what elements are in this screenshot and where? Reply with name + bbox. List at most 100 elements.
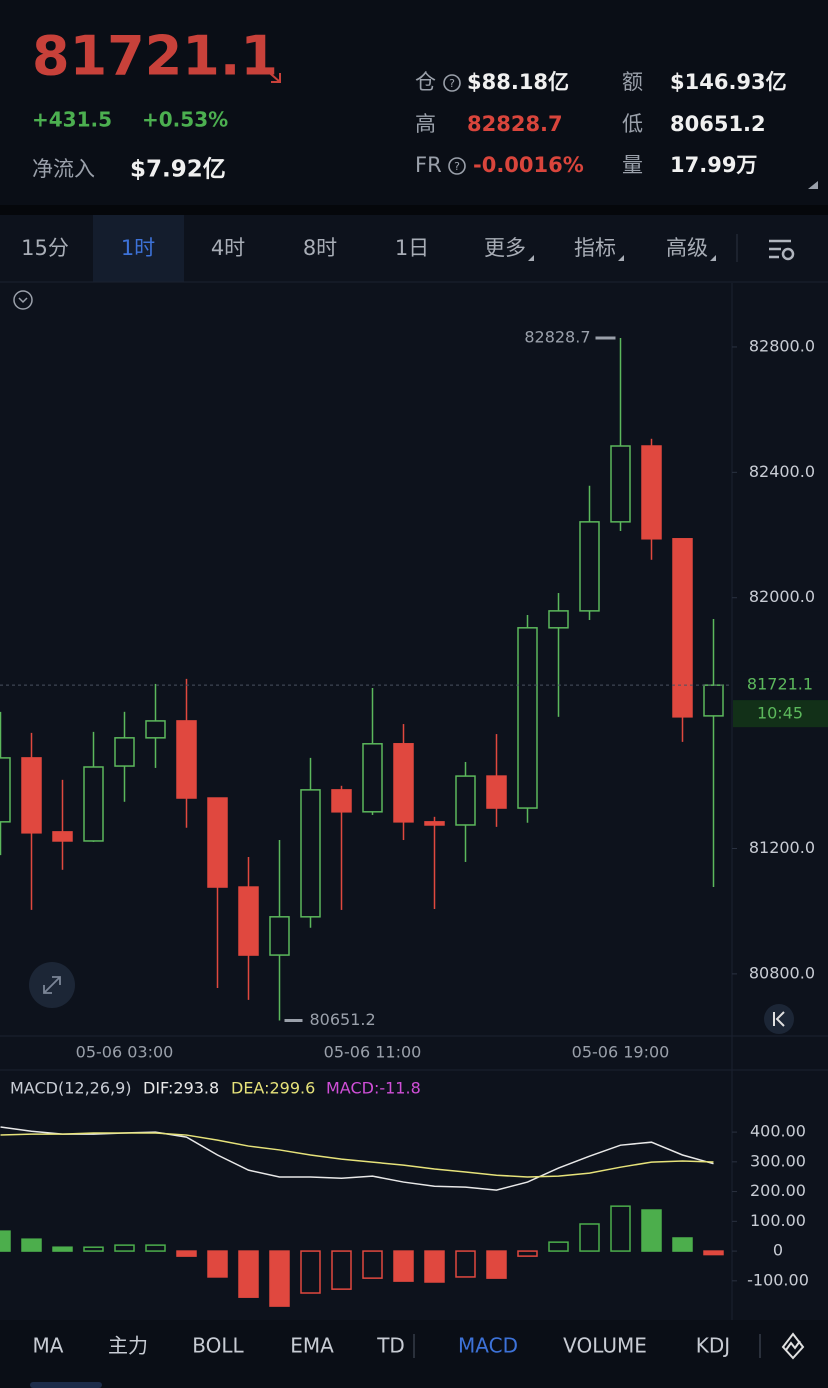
macd-bar — [548, 1241, 569, 1252]
macd-bar — [176, 1250, 197, 1257]
indicator-tab[interactable]: MACD — [458, 1334, 518, 1358]
indicator-tab[interactable]: MA — [33, 1334, 64, 1358]
header-panel — [0, 0, 828, 205]
timeframe-tab[interactable]: 4时 — [211, 236, 245, 260]
timeframe-tab[interactable]: 指标 — [574, 236, 616, 260]
indicator-tab[interactable]: TD — [376, 1334, 405, 1358]
help-icon-glyph: ? — [449, 77, 455, 90]
candle-body — [548, 610, 569, 629]
stat-label: 额 — [622, 70, 643, 94]
candle-body — [269, 916, 290, 956]
fullscreen-icon — [43, 976, 61, 994]
legend-entry: DIF:293.8 — [143, 1079, 219, 1098]
y-tick-label: 400.00 — [750, 1122, 806, 1141]
stat-value: $88.18亿 — [467, 70, 569, 94]
timeframe-tab[interactable]: 8时 — [303, 236, 337, 260]
macd-bar — [300, 1250, 321, 1294]
indicator-tab[interactable]: 主力 — [108, 1334, 148, 1358]
macd-chart: -100.00 0 100.00 200.00 300.00 400.00 MACD(12,… — [0, 1079, 809, 1307]
dropdown-marker — [528, 255, 534, 261]
expand-corner[interactable] — [808, 181, 818, 189]
candle-body — [517, 627, 538, 809]
macd-bar — [21, 1238, 42, 1252]
macd-bar — [703, 1250, 724, 1256]
macd-bar — [424, 1250, 445, 1283]
candle-body — [0, 757, 11, 823]
stat-value: $146.93亿 — [670, 70, 787, 94]
indicator-tabs: MA 主力 BOLL EMA TD MACD VOLUME KDJ — [33, 1334, 731, 1358]
stat-value: 82828.7 — [467, 112, 563, 136]
separator — [0, 205, 828, 215]
stat-label: FR — [415, 153, 442, 177]
help-icon[interactable] — [448, 157, 466, 175]
indicator-tab[interactable]: EMA — [290, 1334, 334, 1358]
timeframe-tab[interactable]: 1日 — [395, 236, 429, 260]
macd-bar — [610, 1205, 631, 1252]
candle-body — [486, 775, 507, 809]
indicator-tab[interactable]: KDJ — [696, 1334, 730, 1358]
macd-bar — [455, 1250, 476, 1278]
stat-value: 17.99万 — [670, 153, 757, 177]
macd-line — [0, 1132, 714, 1178]
macd-bar — [238, 1250, 259, 1298]
macd-title: MACD(12,26,9) — [10, 1079, 132, 1098]
stat-label: 量 — [622, 153, 643, 177]
macd-bar — [114, 1244, 135, 1252]
candle-body — [238, 886, 259, 956]
dropdown-marker — [618, 255, 624, 261]
stat-label: 低 — [622, 112, 643, 136]
drawing-tool-icon[interactable] — [781, 1332, 805, 1360]
candle-body — [207, 797, 228, 888]
candle-body — [455, 775, 476, 826]
timeframe-tab[interactable]: 高级 — [666, 236, 708, 260]
macd-bar — [672, 1237, 693, 1252]
scroll-latest-icon — [773, 1011, 785, 1027]
stat-label: 高 — [415, 112, 436, 136]
collapse-icon[interactable] — [13, 290, 33, 310]
macd-bar — [269, 1250, 290, 1307]
dropdown-marker — [710, 255, 716, 261]
candle-body — [362, 743, 383, 813]
indicator-tab[interactable]: VOLUME — [563, 1334, 647, 1358]
collapse-icon-glyph — [18, 297, 28, 304]
candle-body — [331, 789, 352, 813]
x-tick-label: 05-06 03:00 — [76, 1043, 174, 1062]
macd-bar — [641, 1209, 662, 1252]
down-arrow — [264, 68, 281, 83]
y-tick-label: 82800.0 — [749, 336, 815, 355]
macd-bar — [362, 1250, 383, 1279]
home-indicator — [30, 1382, 102, 1388]
high-label: 82828.7 — [524, 327, 590, 346]
net-inflow: $7.92亿 — [130, 157, 226, 183]
timeframe-tab[interactable]: 1时 — [121, 236, 155, 260]
scroll-latest-button[interactable] — [764, 1004, 794, 1034]
candle-body — [52, 831, 73, 842]
change: +431.5 — [32, 108, 112, 132]
candle-body — [114, 737, 135, 767]
countdown-label: 10:45 — [757, 704, 803, 723]
settings-icon[interactable] — [769, 239, 795, 261]
last-price-badge — [733, 671, 828, 700]
low-label: 80651.2 — [310, 1010, 376, 1029]
macd-bar — [579, 1223, 600, 1252]
candle-body — [703, 684, 724, 717]
y-tick-label: 82400.0 — [749, 462, 815, 481]
timeframe-tab[interactable]: 15分 — [21, 236, 69, 260]
help-icon[interactable] — [443, 74, 461, 92]
y-tick-label: 82000.0 — [749, 587, 815, 606]
y-tick-label: 81200.0 — [749, 838, 815, 857]
y-tick-label: 300.00 — [750, 1151, 806, 1170]
indicator-tab[interactable]: BOLL — [192, 1334, 244, 1358]
candle-body — [424, 821, 445, 826]
timeframe-tab[interactable]: 更多 — [484, 236, 526, 260]
candle-body — [83, 766, 104, 842]
countdown-badge — [733, 700, 828, 728]
legend-entry: DEA:299.6 — [231, 1079, 315, 1098]
stat-value: 80651.2 — [670, 112, 766, 136]
macd-bar — [83, 1246, 104, 1252]
last-price: 81721.1 — [32, 25, 278, 88]
macd-bar — [0, 1230, 11, 1252]
candle-body — [145, 720, 166, 739]
candle-body — [641, 445, 662, 540]
